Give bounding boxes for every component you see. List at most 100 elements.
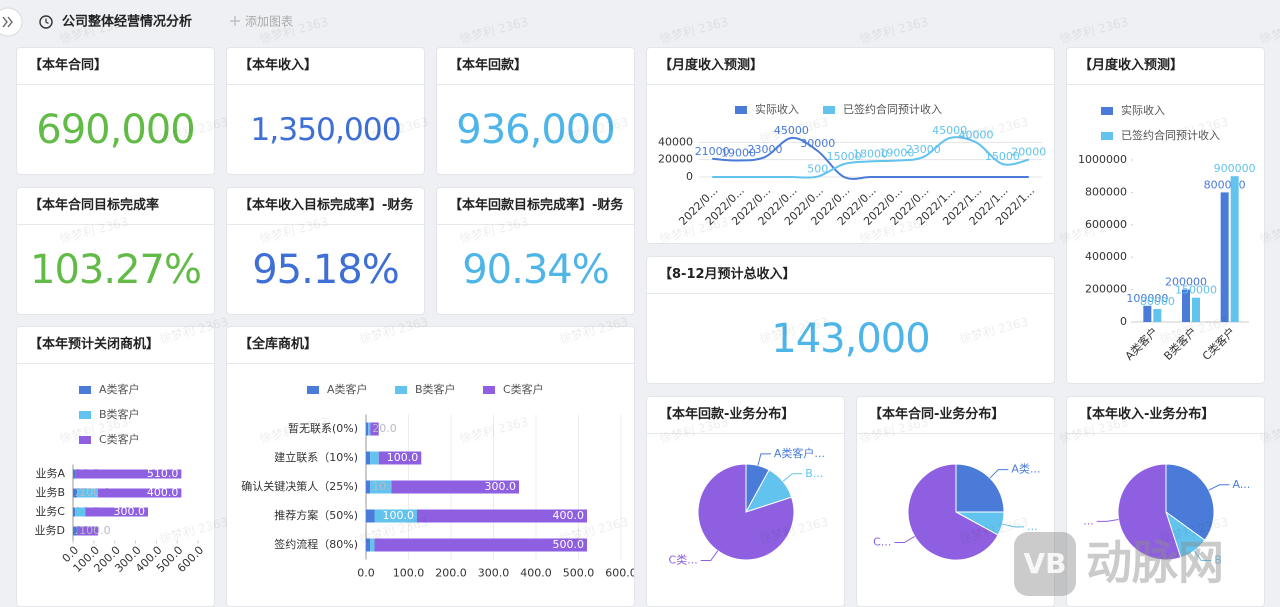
leader-line	[894, 536, 915, 544]
legend-swatch	[823, 106, 835, 114]
data-label: 18000	[853, 147, 888, 160]
data-label: 800000	[1204, 178, 1246, 191]
card-title: 【本年回款-业务分布】	[647, 397, 844, 434]
leader-line	[700, 550, 719, 562]
card-title: 【本年合同】	[17, 48, 214, 85]
y-tick-label: 1000000	[1078, 153, 1127, 166]
y-tick-label: 800000	[1085, 185, 1127, 198]
x-tick-label: 0.0	[357, 567, 375, 580]
data-label: 900000	[1214, 162, 1256, 175]
chart: A类客户 B类客户 C类客户 0.0 100.0 200.0 300.0 400.0 500.0…	[241, 382, 635, 580]
x-tick-label: 600.0	[605, 567, 635, 580]
y-tick-label: 200000	[1085, 283, 1127, 296]
clock-icon	[39, 15, 53, 29]
bar	[1182, 289, 1190, 322]
kpi-value: 95.18%	[252, 246, 400, 293]
kpi-value: 690,000	[36, 106, 195, 153]
bar-segment	[378, 451, 422, 465]
line	[712, 136, 1030, 179]
data-label: 45000	[774, 124, 809, 137]
legend-label: 已签约合同预计收入	[843, 102, 942, 116]
y-tick-label: 暂无联系(0%)	[288, 422, 358, 435]
bar-segment	[85, 507, 148, 517]
bar-segment	[370, 538, 375, 552]
bar-segment	[77, 526, 98, 536]
slice-label: A...	[1232, 478, 1250, 491]
header: 公司整体经营情况分析 添加图表	[0, 7, 293, 37]
card: 【本年回款目标完成率】-财务 90.34%	[436, 187, 635, 315]
card-title: 【本年合同目标完成率	[17, 188, 214, 225]
data-label: 500.0	[553, 538, 585, 551]
data-label: 40000	[959, 128, 994, 141]
y-tick-label: 600000	[1085, 218, 1127, 231]
y-tick-label: 20000	[658, 153, 693, 166]
card-title: 【本年收入】	[227, 48, 424, 85]
chart: A... B...	[1083, 463, 1250, 567]
legend-label: A类客户	[99, 382, 140, 396]
kpi-value: 1,350,000	[250, 111, 401, 148]
legend-swatch	[483, 386, 495, 394]
chart: A类...... C...	[873, 462, 1040, 561]
slice-label: B...	[805, 467, 823, 480]
card: 【全库商机】 A类客户 B类客户 C类客户 0.0 100.0 200.0 300.0 400.…	[226, 326, 635, 607]
data-label: 150000	[1175, 284, 1217, 297]
legend-label: B类客户	[99, 407, 140, 421]
bar-segment	[75, 507, 86, 517]
legend-label: 已签约合同预计收入	[1121, 128, 1220, 142]
data-label: 20.0	[372, 422, 397, 435]
card-title: 【本年收入目标完成率】-财务	[227, 188, 424, 225]
x-tick-label: 500.0	[563, 567, 595, 580]
bar-segment	[370, 451, 379, 465]
legend-swatch	[735, 106, 747, 114]
pie-slice	[1165, 463, 1215, 541]
card-title: 【本年合同-业务分布】	[857, 397, 1054, 434]
data-label: 19000	[879, 147, 914, 160]
x-tick-label: C类客户	[1199, 324, 1238, 363]
kpi-value: 936,000	[456, 106, 615, 153]
legend-label: C类客户	[99, 432, 140, 446]
card-title: 【本年预计关闭商机】	[17, 327, 214, 364]
bar-segment	[366, 422, 369, 436]
legend-label: A类客户	[327, 382, 368, 396]
leader-line	[989, 469, 1009, 479]
slice-label: A类客户...	[774, 446, 825, 460]
card-title: 【全库商机】	[227, 327, 634, 364]
x-tick-label: B类客户	[1161, 324, 1200, 363]
chart: 实际收入 已签约合同预计收入020000400002022/0...2022/0.…	[658, 102, 1046, 228]
legend-swatch	[79, 411, 91, 419]
data-label: 23000	[906, 143, 941, 156]
card: 【本年回款】 936,000	[436, 47, 635, 175]
data-label: 45000	[932, 124, 967, 137]
card: 【本年合同】 690,000	[16, 47, 215, 175]
card: 【本年预计关闭商机】 A类客户 B类客户 C类客户 0.0 100.0 200.0 300.0…	[16, 326, 215, 607]
bar-segment	[366, 480, 371, 494]
line	[712, 136, 1029, 180]
data-label: 21000	[695, 145, 730, 158]
legend-label: B类客户	[415, 382, 456, 396]
legend-label: C类客户	[503, 382, 544, 396]
slice-label: C...	[873, 536, 891, 549]
bar	[1220, 192, 1229, 322]
y-tick-label: 业务D	[35, 524, 65, 537]
card: 【本年合同-业务分布】 A类...... C...	[856, 396, 1055, 607]
y-tick-label: 业务C	[35, 505, 65, 518]
card: 【本年收入-业务分布】 A... B...	[1066, 396, 1265, 607]
data-label: 100.0	[383, 509, 415, 522]
bar	[1153, 309, 1162, 322]
bar-segment	[73, 507, 76, 517]
x-tick-label: 200.0	[435, 567, 467, 580]
bar	[1192, 297, 1200, 322]
bar-segment	[73, 526, 78, 536]
legend-swatch	[1101, 132, 1113, 140]
data-label: 100.0	[387, 451, 419, 464]
expand-button[interactable]	[0, 7, 23, 37]
add-chart[interactable]: 添加图表	[245, 15, 293, 29]
data-label: 400.0	[553, 509, 585, 522]
bar-segment	[368, 422, 371, 436]
pie-slice	[1117, 463, 1182, 561]
data-label: 500	[807, 163, 828, 176]
y-tick-label: 确认关键决策人（25%)	[241, 479, 358, 493]
y-tick-label: 0	[686, 170, 693, 183]
data-label: 200000	[1165, 276, 1207, 289]
